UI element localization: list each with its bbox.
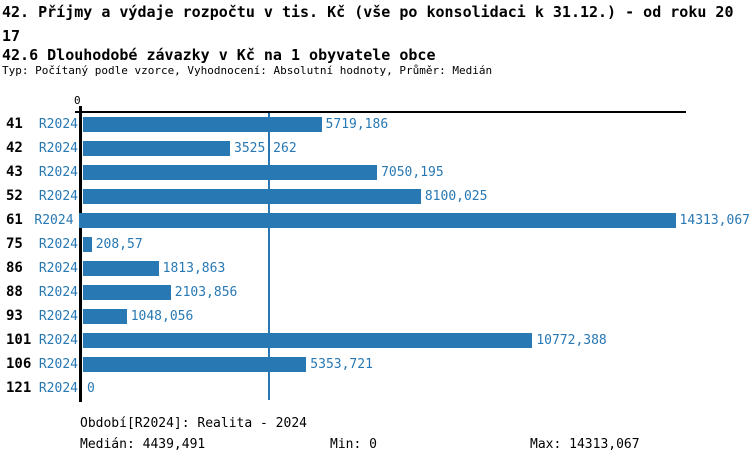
bar (83, 284, 171, 300)
y-axis-line (79, 106, 82, 402)
bar-value-label: 208,57 (95, 236, 143, 252)
row-category-label: 43 (6, 164, 23, 180)
bar-value-label: 3525,262 (234, 140, 297, 156)
bar-value-label: 14313,067 (679, 212, 750, 228)
bar-row: 106 R2024 5353,721 (0, 352, 750, 376)
chart-title: 42.6 Dlouhodobé závazky v Kč na 1 obyvat… (2, 46, 436, 64)
bar-value-label: 10772,388 (536, 332, 607, 348)
row-series-label: R2024 (38, 140, 78, 156)
bar-value-label: 5353,721 (310, 356, 373, 372)
row-category-label: 93 (6, 308, 23, 324)
bar-rows: 41 R2024 5719,186 42 R2024 3525,262 43 R2024 705… (0, 112, 750, 400)
bar-track: 1813,863 (83, 256, 750, 280)
bar-row: 42 R2024 3525,262 (0, 136, 750, 160)
bar-value-label: 2103,856 (174, 284, 238, 300)
bar-value-label: 1813,863 (162, 260, 226, 276)
row-category-label: 86 (6, 260, 23, 276)
bar-track: 5353,721 (83, 352, 750, 376)
row-series-label: R2024 (38, 116, 78, 132)
bar (83, 308, 127, 324)
row-series-label: R2024 (38, 164, 78, 180)
footer-median: Medián: 4439,491 (80, 437, 206, 452)
bar-track: 8100,025 (83, 184, 750, 208)
row-series-label: R2024 (38, 356, 78, 372)
x-axis-line (75, 111, 686, 113)
bar-row: 41 R2024 5719,186 (0, 112, 750, 136)
row-category-label: 61 (6, 212, 23, 228)
median-line (268, 113, 270, 400)
bar-row: 101 R2024 10772,388 (0, 328, 750, 352)
bar-track: 14313,067 (78, 208, 750, 232)
bar-value-label: 7050,195 (381, 164, 444, 180)
row-category-label: 41 (6, 116, 23, 132)
bar-track: 10772,388 (83, 328, 750, 352)
bar-value-label: 5719,186 (325, 116, 389, 132)
row-category-label: 52 (6, 188, 23, 204)
row-series-label: R2024 (38, 332, 78, 348)
chart-type-info: Typ: Počítaný podle vzorce, Vyhodnocení:… (2, 64, 493, 77)
bar-row: 121 R2024 0 (0, 376, 750, 400)
bar-value-label: 8100,025 (424, 188, 488, 204)
bar (83, 164, 378, 180)
row-series-label: R2024 (38, 380, 78, 396)
bar (83, 356, 307, 372)
bar-row: 88 R2024 2103,856 (0, 280, 750, 304)
bar-row: 52 R2024 8100,025 (0, 184, 750, 208)
bar-value-label: 1048,056 (130, 308, 194, 324)
row-series-label: R2024 (38, 308, 78, 324)
row-series-label: R2024 (38, 260, 78, 276)
bar-track: 208,57 (83, 232, 750, 256)
row-series-label: R2024 (34, 212, 74, 228)
row-category-label: 101 (6, 332, 32, 348)
bar-value-label: 0 (87, 380, 95, 396)
zero-tick-label: 0 (74, 94, 81, 107)
bar (83, 140, 231, 156)
footer-min: Min: 0 (330, 437, 377, 452)
bar-track: 3525,262 (83, 136, 750, 160)
bar-track: 1048,056 (83, 304, 750, 328)
row-series-label: R2024 (38, 236, 78, 252)
row-category-label: 75 (6, 236, 23, 252)
bar-row: 43 R2024 7050,195 (0, 160, 750, 184)
bar-track: 7050,195 (83, 160, 750, 184)
bar (83, 188, 421, 204)
row-category-label: 121 (6, 380, 32, 396)
bar (83, 116, 322, 132)
bar-row: 61 R2024 14313,067 (0, 208, 750, 232)
row-category-label: 42 (6, 140, 23, 156)
footer-period: Období[R2024]: Realita - 2024 (80, 416, 307, 431)
bar (83, 332, 533, 348)
row-series-label: R2024 (38, 188, 78, 204)
bar-row: 75 R2024 208,57 (0, 232, 750, 256)
bar-track: 5719,186 (83, 112, 750, 136)
page-title-line1: 42. Příjmy a výdaje rozpočtu v tis. Kč (… (2, 3, 734, 21)
bar-track: 0 (83, 376, 750, 400)
page-title-line1-wrap: 17 (2, 27, 21, 45)
bar (83, 260, 159, 276)
bar-row: 93 R2024 1048,056 (0, 304, 750, 328)
bar-track: 2103,856 (83, 280, 750, 304)
bar-row: 86 R2024 1813,863 (0, 256, 750, 280)
bar (78, 212, 676, 228)
footer-max: Max: 14313,067 (530, 437, 640, 452)
row-category-label: 106 (6, 356, 32, 372)
row-category-label: 88 (6, 284, 23, 300)
row-series-label: R2024 (38, 284, 78, 300)
bar (83, 236, 92, 252)
